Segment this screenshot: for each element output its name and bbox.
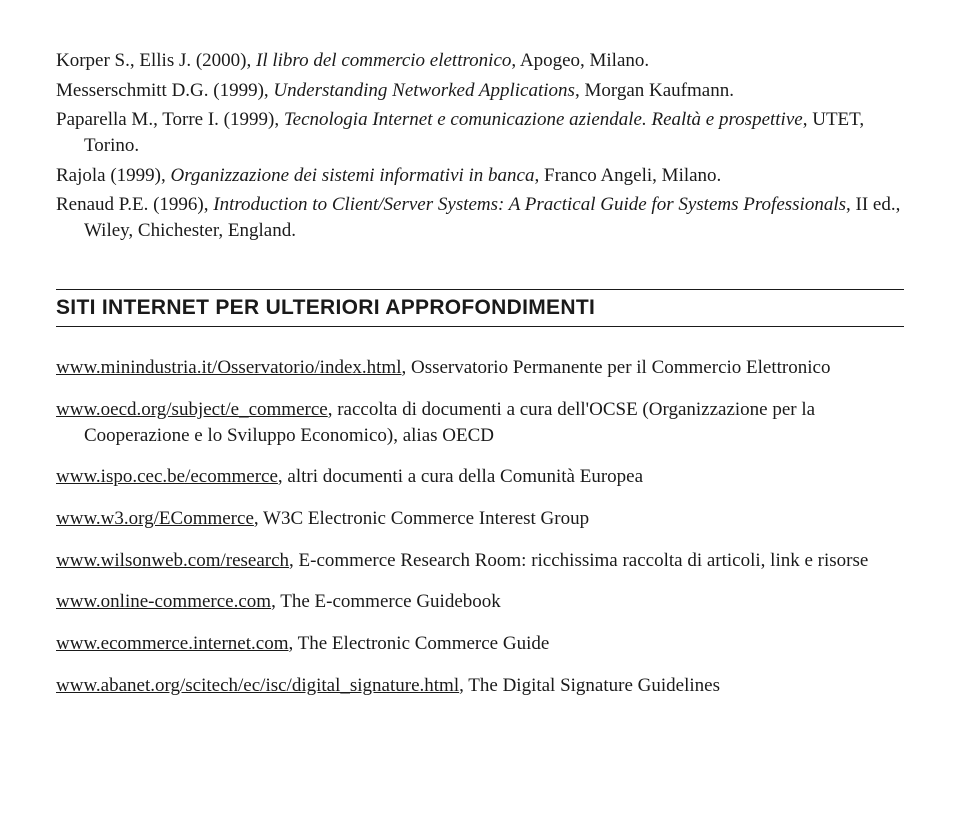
link-url[interactable]: www.abanet.org/scitech/ec/isc/digital_si… (56, 675, 459, 696)
reference-entry: Renaud P.E. (1996), Introduction to Clie… (56, 192, 904, 243)
link-desc: , W3C Electronic Commerce Interest Group (254, 508, 589, 529)
link-desc: , The E-commerce Guidebook (271, 591, 501, 612)
ref-suffix: , Apogeo, Milano. (511, 50, 649, 71)
ref-prefix: Paparella M., Torre I. (1999), (56, 109, 284, 130)
link-entry: www.online-commerce.com, The E-commerce … (56, 589, 904, 615)
ref-suffix: , Morgan Kaufmann. (575, 80, 734, 101)
ref-prefix: Rajola (1999), (56, 165, 171, 186)
ref-title: Tecnologia Internet e comunicazione azie… (284, 109, 803, 130)
link-entry: www.abanet.org/scitech/ec/isc/digital_si… (56, 673, 904, 699)
link-url[interactable]: www.oecd.org/subject/e_commerce (56, 399, 328, 420)
link-desc: , The Digital Signature Guidelines (459, 675, 720, 696)
ref-title: Il libro del commercio elettronico (256, 50, 511, 71)
ref-title: Introduction to Client/Server Systems: A… (213, 194, 846, 215)
link-desc: , E-commerce Research Room: ricchissima … (289, 550, 868, 571)
ref-prefix: Messerschmitt D.G. (1999), (56, 80, 273, 101)
link-url[interactable]: www.ispo.cec.be/ecommerce (56, 466, 278, 487)
link-url[interactable]: www.minindustria.it/Osservatorio/index.h… (56, 357, 401, 378)
ref-title: Organizzazione dei sistemi informativi i… (171, 165, 535, 186)
link-desc: , The Electronic Commerce Guide (288, 633, 549, 654)
link-url[interactable]: www.w3.org/ECommerce (56, 508, 254, 529)
reference-entry: Rajola (1999), Organizzazione dei sistem… (56, 163, 904, 189)
ref-prefix: Korper S., Ellis J. (2000), (56, 50, 256, 71)
ref-prefix: Renaud P.E. (1996), (56, 194, 213, 215)
link-entry: www.w3.org/ECommerce, W3C Electronic Com… (56, 506, 904, 532)
link-entry: www.ecommerce.internet.com, The Electron… (56, 631, 904, 657)
link-url[interactable]: www.wilsonweb.com/research (56, 550, 289, 571)
link-entry: www.ispo.cec.be/ecommerce, altri documen… (56, 464, 904, 490)
link-desc: , altri documenti a cura della Comunità … (278, 466, 643, 487)
reference-entry: Messerschmitt D.G. (1999), Understanding… (56, 78, 904, 104)
link-desc: , Osservatorio Permanente per il Commerc… (401, 357, 830, 378)
link-url[interactable]: www.ecommerce.internet.com (56, 633, 288, 654)
reference-entry: Paparella M., Torre I. (1999), Tecnologi… (56, 107, 904, 158)
section-heading-container: SITI INTERNET PER ULTERIORI APPROFONDIME… (56, 289, 904, 327)
link-url[interactable]: www.online-commerce.com (56, 591, 271, 612)
section-heading: SITI INTERNET PER ULTERIORI APPROFONDIME… (56, 290, 904, 326)
ref-suffix: , Franco Angeli, Milano. (535, 165, 722, 186)
link-entry: www.wilsonweb.com/research, E-commerce R… (56, 548, 904, 574)
link-entry: www.minindustria.it/Osservatorio/index.h… (56, 355, 904, 381)
ref-title: Understanding Networked Applications (273, 80, 575, 101)
reference-entry: Korper S., Ellis J. (2000), Il libro del… (56, 48, 904, 74)
link-entry: www.oecd.org/subject/e_commerce, raccolt… (56, 397, 904, 448)
